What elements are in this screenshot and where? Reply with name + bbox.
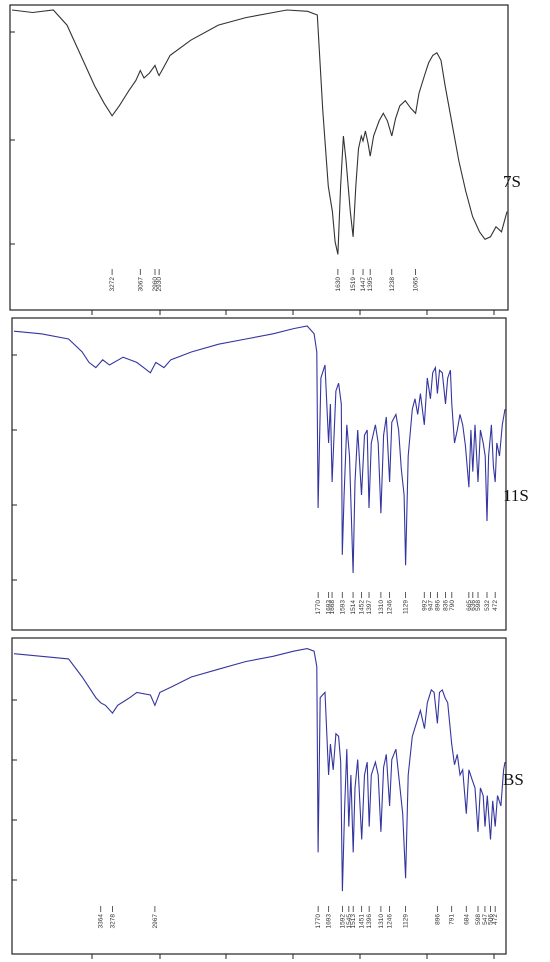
peak-label: 836 xyxy=(443,600,450,611)
spectrum-line-bs xyxy=(13,648,506,892)
peak-label: 684 xyxy=(463,914,470,925)
peak-label: 598 xyxy=(475,914,482,925)
peak-label: 1693 xyxy=(326,914,333,929)
panel-frame xyxy=(11,317,507,631)
peak-label: 2930 xyxy=(156,277,163,292)
peak-label: 790 xyxy=(449,600,456,611)
panel-frame xyxy=(9,4,509,311)
peak-label: 2960 xyxy=(152,277,159,292)
peak-label: 992 xyxy=(421,600,428,611)
spectrum-label-11s: 11S xyxy=(503,486,529,505)
peak-label: 1514 xyxy=(350,600,357,615)
peak-label: 1545 xyxy=(346,914,353,929)
peak-label: 1592 xyxy=(339,914,346,929)
spectrum-line-7s xyxy=(11,9,508,255)
peak-label: 1395 xyxy=(367,277,374,292)
peak-label: 547 xyxy=(482,914,489,925)
peak-label: 1447 xyxy=(360,277,367,292)
peak-label: 1452 xyxy=(359,600,366,615)
peak-label: 1513 xyxy=(350,914,357,929)
peak-label: 1693 xyxy=(326,600,333,615)
spectrum-line-11s xyxy=(13,325,506,574)
peak-label: 1246 xyxy=(387,914,394,929)
peak-label: 3067 xyxy=(137,277,144,292)
spectrum-label-7s: 7S xyxy=(503,172,521,191)
peak-label: 1246 xyxy=(387,600,394,615)
peak-label: 1396 xyxy=(366,914,373,929)
peak-label: 791 xyxy=(449,914,456,925)
peak-label: 1397 xyxy=(366,600,373,615)
peak-label: 3272 xyxy=(109,277,116,292)
peak-label: 1593 xyxy=(339,600,346,615)
peak-label: 3364 xyxy=(98,914,105,929)
peak-label: 1310 xyxy=(378,914,385,929)
peak-label: 665 xyxy=(466,600,473,611)
peak-label: 1770 xyxy=(315,914,322,929)
peak-label: 1668 xyxy=(329,600,336,615)
peak-label: 896 xyxy=(434,914,441,925)
peak-label: 1630 xyxy=(335,277,342,292)
peak-label: 532 xyxy=(484,600,491,611)
peak-label: 598 xyxy=(475,600,482,611)
peak-label: 1129 xyxy=(403,600,410,614)
peak-label: 1451 xyxy=(359,914,366,929)
peak-label: 1129 xyxy=(403,914,410,928)
peak-label: 1065 xyxy=(413,277,420,292)
peak-label: 3278 xyxy=(110,914,117,929)
panel-frame xyxy=(11,637,507,955)
peak-label: 1238 xyxy=(389,277,396,292)
spectrum-label-bs: BS xyxy=(503,770,524,789)
peak-label: 636 xyxy=(470,600,477,611)
peak-label: 1519 xyxy=(350,277,357,292)
peak-label: 896 xyxy=(434,600,441,611)
peak-label: 472 xyxy=(492,600,499,611)
peak-label: 1310 xyxy=(378,600,385,615)
peak-label: 947 xyxy=(427,600,434,611)
peak-label: 506 xyxy=(488,914,495,925)
peak-label: 472 xyxy=(492,914,499,925)
peak-label: 1770 xyxy=(315,600,322,615)
peak-label: 2967 xyxy=(152,914,159,929)
